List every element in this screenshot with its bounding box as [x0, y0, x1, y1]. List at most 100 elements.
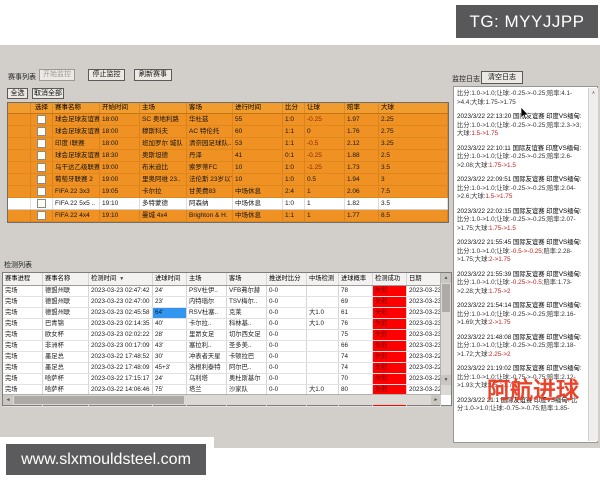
goal-time-cell[interactable]: 24': [153, 286, 187, 296]
goal-time-cell[interactable]: 75': [153, 385, 187, 395]
result-cell: 失败: [373, 341, 407, 351]
goal-time-cell[interactable]: 23': [153, 297, 187, 307]
column-header[interactable]: 开始时间: [100, 103, 140, 113]
scroll-up-icon[interactable]: ▲: [441, 273, 451, 283]
match-row[interactable]: 球会足球友谊赛 18:30 奥斯坦德 丹泽 41 0:1 -0.25 1.88 2.5: [8, 150, 448, 162]
half-detect-cell: [307, 341, 339, 351]
goal-time-cell[interactable]: 30': [153, 352, 187, 362]
row-checkbox-icon[interactable]: [37, 151, 46, 160]
column-header[interactable]: 大球: [379, 103, 448, 113]
row-checkbox-icon[interactable]: [37, 163, 46, 172]
column-header[interactable]: 让球: [305, 103, 345, 113]
column-header[interactable]: 赛事进程: [3, 273, 43, 285]
clear-log-button[interactable]: 清空日志: [481, 71, 523, 84]
match-table: 选择 赛事名称 开始时间 主场 客场 进行时间 比分 让球 赔率 大球 球会足球友谊赛 18:00 SC…: [7, 102, 449, 223]
detect-row[interactable]: 完场 墨足总 2023-03-22 17:48:52 30' 冲表者天星 卡顿拉巴 0-0 7…: [3, 352, 441, 363]
match-row[interactable]: 球会足球友谊赛 18:00 SC 奥地利路 华杜兹 55 1:0 -0.25 1.97 2.25: [8, 114, 448, 126]
match-row[interactable]: FIFA 22 3x3 19:05 卡尔拉 甘美费83 中场休息 2:4 1 2.06 7.5: [8, 186, 448, 198]
checkbox-cell[interactable]: [31, 138, 53, 149]
scrollbar-thumb[interactable]: [14, 396, 184, 404]
goal-time-cell[interactable]: 45+3': [153, 363, 187, 373]
row-gutter: [8, 126, 31, 137]
scrollbar-thumb[interactable]: [442, 284, 450, 312]
detect-vertical-scrollbar[interactable]: ▲ ▼: [440, 273, 451, 395]
goal-time-cell[interactable]: 24': [153, 374, 187, 384]
scroll-up-icon[interactable]: ∧: [591, 90, 596, 96]
match-row[interactable]: 球会足球友谊赛 18:00 穆斯科夫 AC 特伦托 60 1:1 0 1.76 2.75: [8, 126, 448, 138]
row-checkbox-icon[interactable]: [37, 139, 46, 148]
column-header[interactable]: 赛事名称: [53, 103, 100, 113]
stop-monitor-button[interactable]: 停止监控: [88, 69, 125, 81]
monitor-log[interactable]: 比分:1.0->1.0;让球:-0.25->-0.25;赔率:4.1->4.4;…: [453, 86, 598, 443]
elapsed-cell: 中场休息: [233, 210, 283, 221]
checkbox-cell[interactable]: [31, 198, 53, 209]
detect-row[interactable]: 完场 欧女杯 2023-03-23 02:02:22 28' 里昂女足 切尔西女足 0-0 7…: [3, 330, 441, 341]
column-header[interactable]: 主场: [187, 273, 227, 285]
checkbox-cell[interactable]: [31, 162, 53, 173]
column-header[interactable]: 检测时间 ▼: [89, 273, 153, 285]
column-header[interactable]: 推送时比分: [267, 273, 307, 285]
push-score-cell: 0-0: [267, 286, 307, 296]
log-match-name: 国际友谊赛 印度VS缅甸:: [513, 239, 582, 246]
detect-row[interactable]: 完场 德盟州联 2023-03-23 02:47:00 23' 内特瑙尔 TSV梅尔.. 0…: [3, 297, 441, 308]
match-row[interactable]: FIFA 22 4x4 19:10 曼城 4x4 Brighton & H. 中场休息 1…: [8, 210, 448, 222]
log-entry: 2023/3/22 21:54:14 国际友谊赛 印度VS缅甸: 比分:1.0-…: [457, 302, 586, 328]
match-row[interactable]: 乌干达乙级联赛 19:00 布米迪比 索罗蒂FC 10 1:0 -1.25 1.73 3.5: [8, 162, 448, 174]
column-header[interactable]: 赛事名称: [43, 273, 89, 285]
detect-row[interactable]: 完场 哈萨杯 2023-03-22 17:15:17 24' 乌利塔 奥杜斯基尔 0-0 70…: [3, 374, 441, 385]
column-header[interactable]: 进球时间: [153, 273, 187, 285]
state-cell: 完场: [3, 286, 43, 296]
checkbox-cell[interactable]: [31, 114, 53, 125]
column-header[interactable]: 日期: [407, 273, 441, 285]
column-header[interactable]: 选择: [31, 103, 53, 113]
detect-row[interactable]: 完场 墨足总 2023-03-22 17:48:09 45+3' 洛根利泰特 阿尔巴.. 0…: [3, 363, 441, 374]
goal-time-cell[interactable]: 43': [153, 341, 187, 351]
column-header[interactable]: 进球概率: [339, 273, 373, 285]
detect-time-cell: 2023-03-23 00:17:09: [89, 341, 153, 351]
detect-row[interactable]: 完场 德盟州联 2023-03-23 02:47:42 24' PSV杜伊.. VFB弗尔…: [3, 286, 441, 297]
column-header[interactable]: 进行时间: [233, 103, 283, 113]
column-header[interactable]: 检测成功: [373, 273, 407, 285]
checkbox-cell[interactable]: [31, 126, 53, 137]
column-header[interactable]: 客场: [187, 103, 233, 113]
column-header[interactable]: 主场: [140, 103, 187, 113]
detect-horizontal-scrollbar[interactable]: ◄ ►: [3, 394, 441, 405]
checkbox-cell[interactable]: [31, 150, 53, 161]
select-all-button[interactable]: 全选: [7, 88, 28, 99]
match-row[interactable]: FIFA 22 5x5 .. 19:10 多特蒙德 阿森纳 中场休息 1:0 1 1.82 3.…: [8, 198, 448, 210]
row-checkbox-icon[interactable]: [37, 199, 46, 208]
column-header[interactable]: 客场: [227, 273, 267, 285]
scroll-right-icon[interactable]: ►: [431, 395, 441, 405]
checkbox-cell[interactable]: [31, 186, 53, 197]
detect-row[interactable]: 完场 巴青锦 2023-03-23 02:14:35 40' 卡尔拉.. 科林基.. 0-0…: [3, 319, 441, 330]
home-team-cell: PSV杜伊..: [187, 286, 227, 296]
column-header[interactable]: 中场检测: [307, 273, 339, 285]
row-checkbox-icon[interactable]: [37, 175, 46, 184]
row-checkbox-icon[interactable]: [37, 115, 46, 124]
match-row[interactable]: 印度 I联赛 18:00 班加罗尔 城队 清奈园足球队.. 53 1:1 -0.5 2.12 3…: [8, 138, 448, 150]
league-cell: 哈萨杯: [43, 385, 89, 395]
scroll-down-icon[interactable]: ▼: [441, 375, 451, 385]
detect-row[interactable]: 完场 非洲杯 2023-03-23 00:17:09 43' 塞拉利.. 圣多美.. 0-0…: [3, 341, 441, 352]
state-cell: 完场: [3, 341, 43, 351]
refresh-matches-button[interactable]: 刷新赛事: [134, 69, 172, 81]
row-checkbox-icon[interactable]: [37, 211, 46, 220]
match-row[interactable]: 葡萄牙联赛 2 19:00 里奥阿维 23.. 法伦斯 23岁以下 10 1:0 0.5 1.…: [8, 174, 448, 186]
league-cell: 墨足总: [43, 352, 89, 362]
checkbox-cell[interactable]: [31, 174, 53, 185]
goal-time-cell[interactable]: 28': [153, 330, 187, 340]
log-scrollbar[interactable]: ∧: [588, 88, 598, 441]
column-header[interactable]: 比分: [283, 103, 305, 113]
column-header[interactable]: 赔率: [345, 103, 379, 113]
checkbox-cell[interactable]: [31, 210, 53, 221]
row-checkbox-icon[interactable]: [37, 127, 46, 136]
away-team-cell: 卡顿拉巴: [227, 352, 267, 362]
detect-row[interactable]: 完场 德盟州联 2023-03-23 02:45:58 64' RSV杜塞.. 克莱 0-0…: [3, 308, 441, 319]
start-monitor-button[interactable]: 开始监控: [39, 69, 75, 81]
goal-time-cell[interactable]: 40': [153, 319, 187, 329]
scroll-left-icon[interactable]: ◄: [3, 395, 13, 405]
cancel-all-button[interactable]: 取消全部: [32, 88, 64, 99]
start-time-cell: 18:00: [100, 138, 140, 149]
row-checkbox-icon[interactable]: [37, 187, 46, 196]
goal-time-cell[interactable]: 64': [153, 308, 187, 318]
